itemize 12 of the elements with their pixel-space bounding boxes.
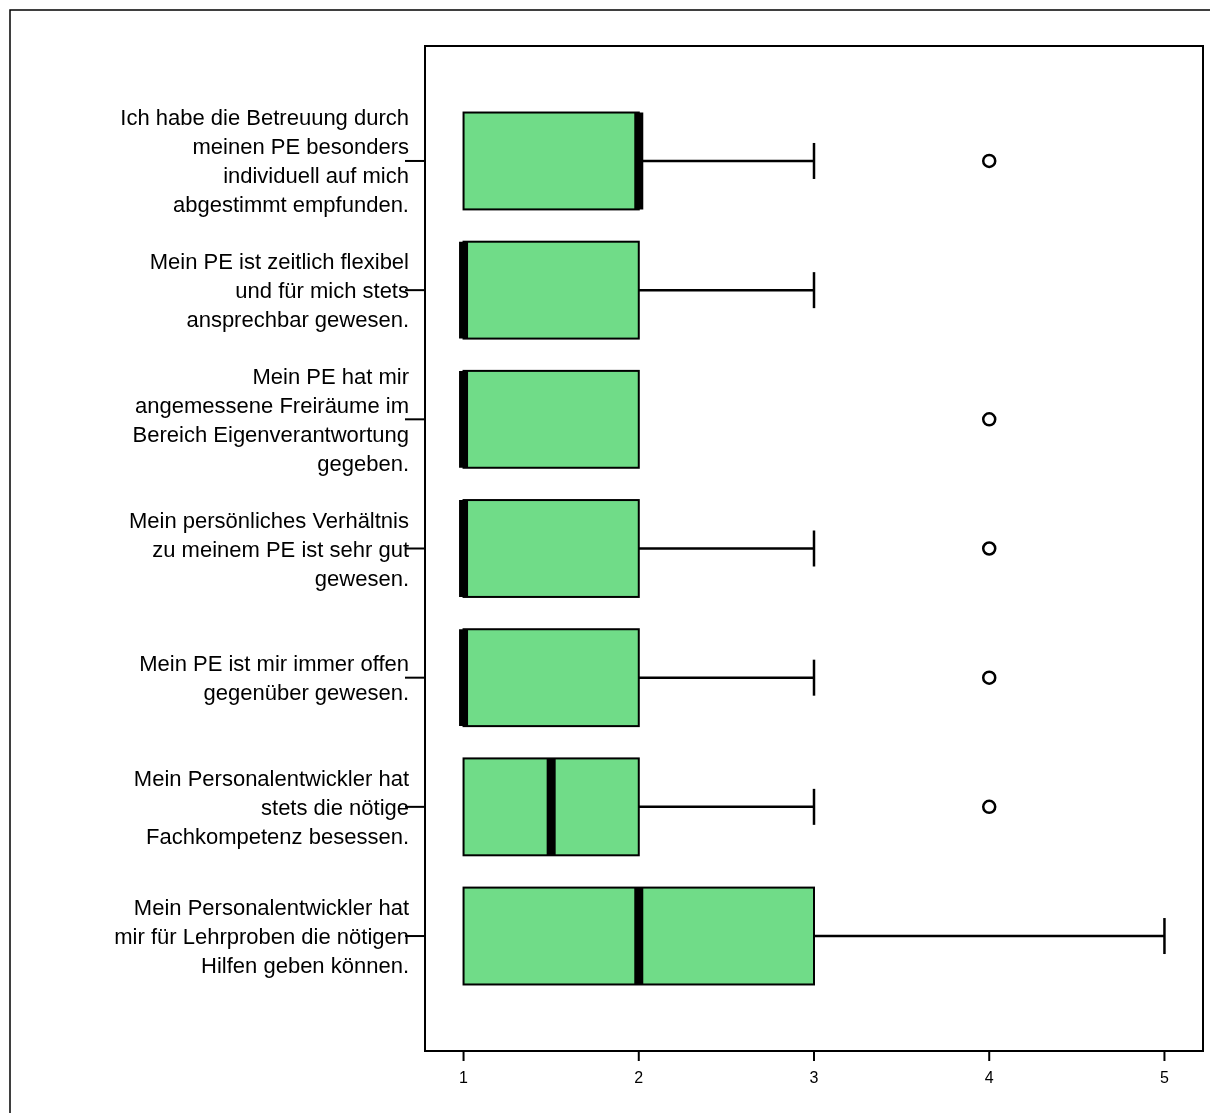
y-tick-label: Mein PE ist zeitlich flexibel und für mich stets ansprechbar gewesen.: [149, 248, 409, 332]
y-tick-label: Ich habe die Betreuung durch meinen PE besonders individuell auf mich abgestimmt empfunden.: [120, 104, 409, 217]
x-tick-label: 4: [984, 1069, 994, 1086]
y-tick-label: Mein PE hat mir angemessene Freiräume im Bereich Eigenverantwortung gegeben.: [132, 363, 409, 476]
x-tick-label: 5: [1160, 1069, 1169, 1086]
y-tick-label: Mein Personalentwickler hat mir für Lehrproben die nötigen Hilfen geben können.: [114, 894, 409, 978]
x-tick-label: 1: [459, 1069, 469, 1086]
y-tick-label: Mein PE ist mir immer offen gegenüber gewesen.: [139, 650, 409, 705]
x-tick-label: 2: [634, 1069, 644, 1086]
y-tick-label: Mein persönliches Verhältnis zu meinem PE ist sehr gut gewesen.: [128, 507, 409, 590]
y-tick-label: Mein Personalentwickler hat stets die nötige Fachkompetenz besessen.: [133, 765, 409, 849]
x-tick-label: 3: [809, 1069, 819, 1086]
